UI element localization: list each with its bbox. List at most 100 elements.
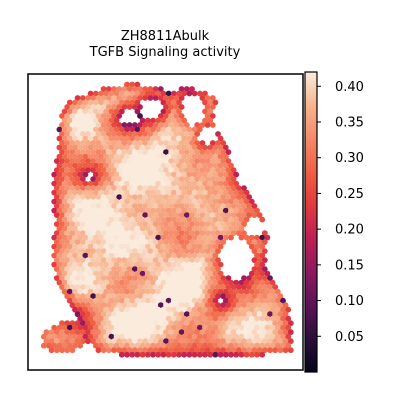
spot-marker <box>165 198 172 205</box>
spot-marker <box>134 108 141 115</box>
spot-marker <box>116 176 123 183</box>
spot-marker <box>207 279 214 286</box>
spot-marker <box>85 248 91 255</box>
spot-marker <box>183 185 190 192</box>
spot-marker <box>155 324 162 331</box>
spot-marker <box>69 284 76 290</box>
spot-marker <box>282 320 289 327</box>
spot-marker <box>228 162 234 169</box>
spot-marker <box>98 270 104 277</box>
spot-marker <box>90 221 97 228</box>
spot-marker <box>178 311 185 318</box>
spot-marker <box>92 297 99 304</box>
spot-marker <box>163 230 169 237</box>
spot-marker <box>212 288 219 295</box>
spot-marker <box>251 203 258 210</box>
spot-marker <box>142 86 149 92</box>
spot-marker <box>121 95 128 101</box>
spot-marker <box>111 230 117 237</box>
spot-marker <box>155 126 162 133</box>
spot-marker <box>98 153 104 160</box>
spot-marker <box>121 347 128 354</box>
spot-marker <box>116 257 123 263</box>
spot-marker <box>157 338 164 345</box>
spot-marker <box>74 284 81 290</box>
spot-marker <box>176 225 182 232</box>
spot-marker <box>150 171 156 178</box>
spot-marker <box>243 342 250 349</box>
spot-marker <box>103 279 110 286</box>
spot-marker <box>261 293 268 300</box>
spot-marker <box>191 243 198 250</box>
spot-marker <box>95 230 102 237</box>
spot-marker <box>66 162 73 169</box>
spot-marker <box>79 338 86 345</box>
spot-marker <box>165 108 172 115</box>
spot-marker <box>74 293 81 300</box>
spot-marker <box>189 248 195 255</box>
spot-marker <box>204 167 211 174</box>
spot-marker <box>199 248 206 255</box>
spot-marker <box>77 342 84 349</box>
spot-marker <box>116 329 123 336</box>
spot-marker <box>59 122 65 128</box>
spot-marker <box>207 99 214 106</box>
spot-marker <box>108 171 115 178</box>
spot-marker <box>72 270 78 277</box>
spot-marker <box>168 140 175 146</box>
spot-marker <box>126 347 133 354</box>
spot-marker <box>183 293 190 300</box>
spot-marker <box>118 279 125 286</box>
spot-marker <box>124 153 130 160</box>
spot-marker <box>124 234 130 241</box>
spot-marker <box>131 167 138 174</box>
spot-marker <box>108 297 115 304</box>
spot-marker <box>170 108 177 115</box>
spot-marker <box>129 180 136 187</box>
spot-marker <box>212 342 219 349</box>
spot-marker <box>254 288 260 295</box>
spot-marker <box>126 104 133 110</box>
spot-marker <box>155 351 162 358</box>
spot-marker <box>144 171 151 178</box>
spot-marker <box>194 239 201 246</box>
spot-marker <box>87 234 94 241</box>
spot-marker <box>173 185 180 192</box>
spot-marker <box>155 333 162 340</box>
spot-marker <box>176 108 182 115</box>
spot-marker <box>131 275 138 281</box>
spot-marker <box>207 207 214 214</box>
spot-marker <box>85 230 91 237</box>
spot-marker <box>121 167 128 174</box>
spot-marker <box>178 221 185 228</box>
spot-marker <box>72 342 78 349</box>
spot-marker <box>111 104 117 110</box>
spot-marker <box>69 320 76 327</box>
spot-marker <box>121 338 128 345</box>
spot-marker <box>79 203 86 210</box>
spot-marker <box>74 266 81 272</box>
spot-marker <box>147 167 154 174</box>
spot-marker <box>209 140 216 146</box>
spot-marker <box>264 270 271 277</box>
spot-marker <box>261 302 268 309</box>
spot-marker <box>225 158 232 165</box>
spot-marker <box>181 261 188 268</box>
spot-marker <box>64 203 71 210</box>
spot-marker <box>48 329 55 336</box>
spot-marker <box>59 275 65 281</box>
spot-marker <box>178 230 185 237</box>
spot-marker <box>163 176 169 183</box>
spot-marker <box>204 239 211 246</box>
spot-marker <box>66 180 73 187</box>
spot-marker <box>209 185 216 192</box>
spot-marker <box>248 315 255 322</box>
spot-marker <box>189 212 195 219</box>
spot-marker <box>129 324 136 331</box>
spot-marker <box>215 131 221 137</box>
spot-marker <box>212 198 219 205</box>
spot-marker <box>178 176 185 183</box>
spot-marker <box>285 342 292 349</box>
spot-marker <box>74 338 81 345</box>
spot-marker <box>61 153 68 160</box>
